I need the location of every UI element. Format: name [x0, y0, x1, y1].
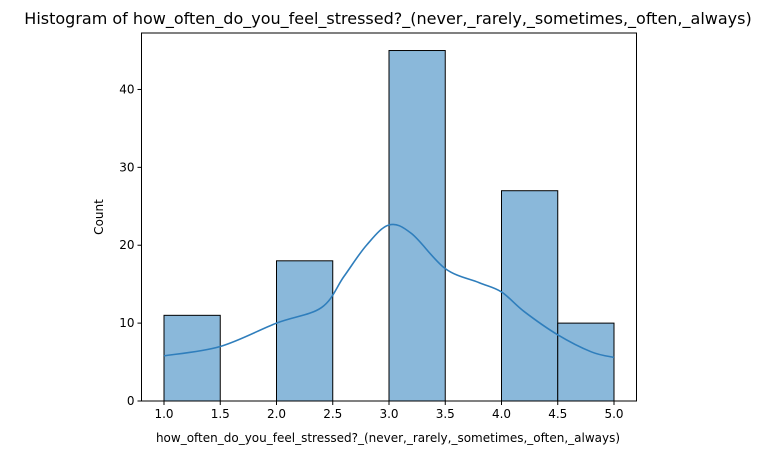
y-tick-label: 40 [119, 82, 134, 96]
x-tick-label: 2.0 [267, 407, 286, 421]
y-tick-label: 20 [119, 238, 134, 252]
histogram-bar-5 [557, 322, 615, 402]
x-tick-label: 3.0 [379, 407, 398, 421]
y-tick-label: 30 [119, 160, 134, 174]
x-tick-label: 4.5 [548, 407, 567, 421]
y-axis-label: Count [92, 199, 106, 235]
x-tick-label: 3.5 [436, 407, 455, 421]
x-tick-label: 1.5 [211, 407, 230, 421]
y-tick-label: 0 [127, 394, 135, 408]
y-axis: 0 10 20 30 40 [119, 82, 142, 408]
x-tick-label: 5.0 [604, 407, 623, 421]
bars-group [163, 50, 615, 402]
plot-area [141, 32, 637, 402]
histogram-bar-4 [501, 190, 559, 402]
kde-curve [163, 223, 615, 359]
x-tick-label: 4.0 [492, 407, 511, 421]
histogram-bar-1 [163, 314, 221, 402]
x-axis-label: how_often_do_you_feel_stressed?_(never,_… [156, 431, 620, 445]
x-axis: 1.0 1.5 2.0 2.5 3.0 3.5 4.0 4.5 5.0 [154, 401, 624, 421]
x-tick-label: 2.5 [323, 407, 342, 421]
chart-title: Histogram of how_often_do_you_feel_stres… [24, 9, 751, 29]
histogram-bar-3 [388, 50, 446, 402]
y-tick-label: 10 [119, 316, 134, 330]
x-tick-label: 1.0 [154, 407, 173, 421]
histogram-bar-2 [276, 260, 334, 402]
